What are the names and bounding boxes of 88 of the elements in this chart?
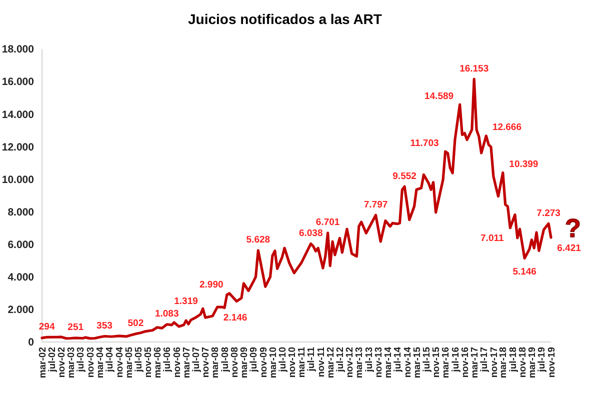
x-tick-label: mar-09: [238, 347, 250, 378]
annotation: 2.146: [223, 312, 248, 324]
annotation: 6.038: [298, 228, 323, 240]
x-tick-label: mar-02: [37, 347, 48, 378]
chart-title: Juicios notificados a las ART: [188, 11, 382, 27]
annotation: 16.153: [460, 63, 489, 74]
annotation: 2.990: [199, 280, 224, 291]
x-tick-label: nov-19: [546, 347, 558, 378]
annotation: 5.628: [246, 234, 270, 246]
y-tick-label: 8.000: [8, 206, 34, 218]
x-tick-label: nov-13: [374, 347, 385, 378]
x-tick-label: nov-05: [143, 346, 154, 378]
annotation: 6.421: [557, 242, 582, 254]
text: ?: [565, 213, 581, 244]
y-tick-label: 0: [28, 336, 34, 349]
y-tick-label: 16.000: [2, 76, 34, 88]
x-tick-label: jul-02: [46, 347, 58, 373]
x-tick-label: mar-08: [210, 347, 222, 378]
x-tick-label: mar-12: [325, 347, 336, 378]
annotation: 7.011: [480, 233, 504, 244]
x-tick-label: mar-14: [382, 346, 394, 378]
x-tick-label: jul-18: [508, 347, 519, 373]
y-tick-label: 14.000: [2, 108, 34, 121]
x-tick-label: mar-18: [498, 347, 510, 378]
annotation: 1.319: [174, 296, 198, 307]
x-tick-label: jul-13: [364, 347, 375, 373]
annotation: 1.083: [154, 308, 179, 320]
annotation: 353: [96, 320, 112, 332]
x-tick-label: mar-06: [152, 347, 164, 378]
y-tick-label: 6.000: [8, 239, 34, 252]
x-tick-label: mar-15: [412, 346, 423, 378]
x-tick-label: nov-14: [402, 346, 414, 378]
x-tick-label: mar-10: [268, 347, 279, 378]
x-tick-label: nov-03: [85, 347, 96, 378]
annotation: 7.797: [364, 199, 388, 210]
y-tick-label: 4.000: [8, 272, 34, 284]
x-tick-label: nov-04: [114, 346, 126, 378]
x-tick-label: mar-16: [440, 347, 452, 378]
x-tick-label: nov-18: [518, 347, 529, 378]
x-tick-label: mar-11: [296, 346, 308, 378]
x-tick-label: nov-08: [230, 347, 241, 378]
x-tick-label: mar-17: [469, 347, 480, 378]
annotation: 294: [38, 322, 56, 333]
annotation: 251: [68, 322, 84, 334]
annotation: 5.146: [512, 266, 536, 278]
x-tick-label: nov-16: [460, 347, 471, 378]
x-tick-label: nov-12: [344, 347, 356, 378]
x-tick-label: jul-08: [220, 347, 231, 373]
x-tick-label: jul-16: [450, 347, 462, 373]
x-tick-label: nov-10: [287, 347, 298, 378]
x-tick-label: jul-19: [536, 347, 548, 373]
x-tick-label: nov-06: [172, 347, 183, 378]
x-tick-label: jul-11: [306, 346, 318, 372]
x-tick-label: jul-03: [76, 347, 87, 373]
y-tick-label: 2.000: [8, 304, 34, 316]
x-tick-label: nov-15: [431, 346, 442, 378]
x-tick-label: mar-05: [124, 346, 135, 378]
annotation: 11.703: [410, 138, 439, 149]
annotation: 9.552: [392, 170, 416, 182]
x-tick-label: mar-13: [354, 347, 366, 378]
x-tick-label: nov-09: [258, 347, 270, 378]
x-tick-label: jul-14: [392, 346, 404, 373]
x-tick-label: jul-07: [190, 347, 202, 373]
x-tick-label: nov-17: [488, 347, 500, 378]
x-tick-label: nov-02: [56, 347, 68, 378]
x-tick-label: jul-10: [277, 347, 288, 373]
x-tick-label: jul-04: [104, 346, 116, 373]
x-tick-label: mar-19: [527, 347, 538, 378]
annotation: 14.589: [424, 90, 454, 102]
x-tick-label: jul-09: [248, 347, 260, 373]
y-tick-label: 18.000: [2, 44, 34, 56]
x-tick-label: mar-07: [181, 347, 192, 378]
x-tick-label: jul-12: [335, 347, 346, 373]
x-tick-label: nov-07: [200, 347, 212, 378]
x-tick-label: nov-11: [316, 346, 327, 378]
annotation: 6.701: [316, 217, 340, 228]
x-tick-label: jul-17: [479, 347, 490, 373]
annotation: 12.666: [492, 122, 522, 134]
x-tick-label: jul-15: [421, 346, 432, 373]
annotation: 7.273: [536, 208, 560, 219]
x-tick-label: mar-04: [94, 346, 106, 378]
annotation: 10.399: [509, 159, 538, 170]
x-tick-label: mar-03: [66, 347, 78, 378]
y-tick-label: 12.000: [2, 141, 34, 154]
annotation: 502: [128, 318, 144, 330]
y-tick-label: 10.000: [2, 174, 34, 186]
x-tick-label: jul-05: [133, 346, 144, 373]
x-tick-label: jul-06: [162, 347, 174, 373]
